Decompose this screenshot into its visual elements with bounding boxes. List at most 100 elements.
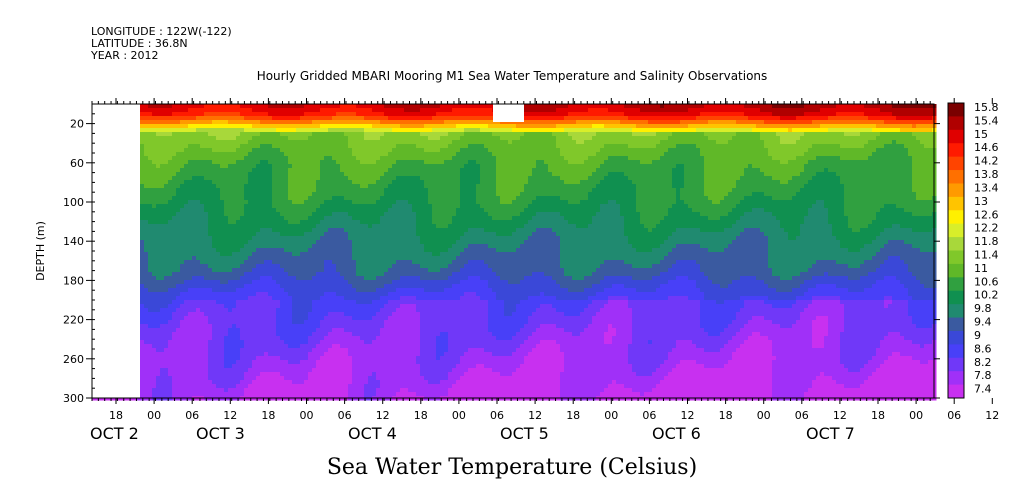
heatmap-cell xyxy=(280,360,285,365)
heatmap-cell xyxy=(308,156,313,161)
heatmap-cell xyxy=(300,156,305,161)
heatmap-cell xyxy=(328,296,333,301)
heatmap-cell xyxy=(196,340,201,345)
heatmap-cell xyxy=(284,360,289,365)
heatmap-cell xyxy=(164,220,169,225)
heatmap-cell xyxy=(208,252,213,257)
heatmap-cell xyxy=(220,112,225,117)
heatmap-cell xyxy=(176,244,181,249)
heatmap-cell xyxy=(276,200,281,205)
heatmap-cell xyxy=(192,272,197,277)
heatmap-cell xyxy=(204,196,209,201)
heatmap-cell xyxy=(308,256,313,261)
heatmap-cell xyxy=(336,168,341,173)
heatmap-cell xyxy=(148,348,153,353)
heatmap-cell xyxy=(288,280,293,285)
heatmap-cell xyxy=(200,316,205,321)
heatmap-cell xyxy=(172,160,177,165)
heatmap-cell xyxy=(164,176,169,181)
heatmap-cell xyxy=(288,108,293,113)
heatmap-cell xyxy=(336,392,341,397)
heatmap-cell xyxy=(216,252,221,257)
heatmap-cell xyxy=(256,168,261,173)
heatmap-cell xyxy=(212,212,217,217)
heatmap-cell xyxy=(160,256,165,261)
heatmap-cell xyxy=(204,364,209,369)
heatmap-cell xyxy=(156,260,161,265)
heatmap-cell xyxy=(272,272,277,277)
heatmap-cell xyxy=(352,188,357,193)
heatmap-cell xyxy=(220,172,225,177)
heatmap-cell xyxy=(252,240,257,245)
heatmap-cell xyxy=(148,216,153,221)
heatmap-cell xyxy=(148,248,153,253)
heatmap-cell xyxy=(300,388,305,393)
heatmap-cell xyxy=(164,200,169,205)
heatmap-cell xyxy=(188,388,193,393)
heatmap-cell xyxy=(160,204,165,209)
heatmap-cell xyxy=(288,316,293,321)
heatmap-cell xyxy=(304,268,309,273)
heatmap-cell xyxy=(328,372,333,377)
heatmap-cell xyxy=(164,320,169,325)
heatmap-cell xyxy=(228,200,233,205)
heatmap-cell xyxy=(280,276,285,281)
heatmap-cell xyxy=(260,192,265,197)
heatmap-cell xyxy=(272,248,277,253)
heatmap-cell xyxy=(324,248,329,253)
heatmap-cell xyxy=(244,128,249,133)
heatmap-cell xyxy=(360,144,365,149)
heatmap-cell xyxy=(332,232,337,237)
heatmap-cell xyxy=(332,160,337,165)
heatmap-cell xyxy=(320,208,325,213)
heatmap-cell xyxy=(324,256,329,261)
heatmap-cell xyxy=(184,132,189,137)
heatmap-cell xyxy=(228,128,233,133)
heatmap-cell xyxy=(288,200,293,205)
heatmap-cell xyxy=(192,224,197,229)
heatmap-cell xyxy=(228,136,233,141)
heatmap-cell xyxy=(144,140,149,145)
heatmap-cell xyxy=(284,184,289,189)
heatmap-cell xyxy=(196,144,201,149)
heatmap-cell xyxy=(248,260,253,265)
heatmap-cell xyxy=(148,320,153,325)
heatmap-cell xyxy=(280,208,285,213)
heatmap-cell xyxy=(308,104,313,109)
heatmap-cell xyxy=(248,120,253,125)
heatmap-cell xyxy=(140,248,145,253)
heatmap-cell xyxy=(304,340,309,345)
heatmap-cell xyxy=(308,160,313,165)
heatmap-cell xyxy=(156,184,161,189)
heatmap-cell xyxy=(352,336,357,341)
heatmap-cell xyxy=(236,184,241,189)
heatmap-cell xyxy=(184,364,189,369)
heatmap-cell xyxy=(292,264,297,269)
heatmap-cell xyxy=(332,312,337,317)
heatmap-cell xyxy=(260,132,265,137)
heatmap-cell xyxy=(292,344,297,349)
heatmap-cell xyxy=(180,172,185,177)
heatmap-cell xyxy=(164,212,169,217)
heatmap-cell xyxy=(228,228,233,233)
heatmap-cell xyxy=(140,304,145,309)
heatmap-cell xyxy=(312,224,317,229)
heatmap-cell xyxy=(360,148,365,153)
heatmap-cell xyxy=(324,236,329,241)
heatmap-cell xyxy=(232,216,237,221)
heatmap-cell xyxy=(212,124,217,129)
heatmap-cell xyxy=(252,196,257,201)
heatmap-cell xyxy=(188,208,193,213)
heatmap-cell xyxy=(316,260,321,265)
heatmap-cell xyxy=(236,280,241,285)
heatmap-cell xyxy=(336,148,341,153)
heatmap-cell xyxy=(168,212,173,217)
heatmap-cell xyxy=(356,188,361,193)
heatmap-cell xyxy=(140,348,145,353)
heatmap-cell xyxy=(176,364,181,369)
heatmap-cell xyxy=(152,208,157,213)
heatmap-cell xyxy=(164,180,169,185)
heatmap-cell xyxy=(216,180,221,185)
heatmap-cell xyxy=(356,344,361,349)
heatmap-cell xyxy=(264,188,269,193)
